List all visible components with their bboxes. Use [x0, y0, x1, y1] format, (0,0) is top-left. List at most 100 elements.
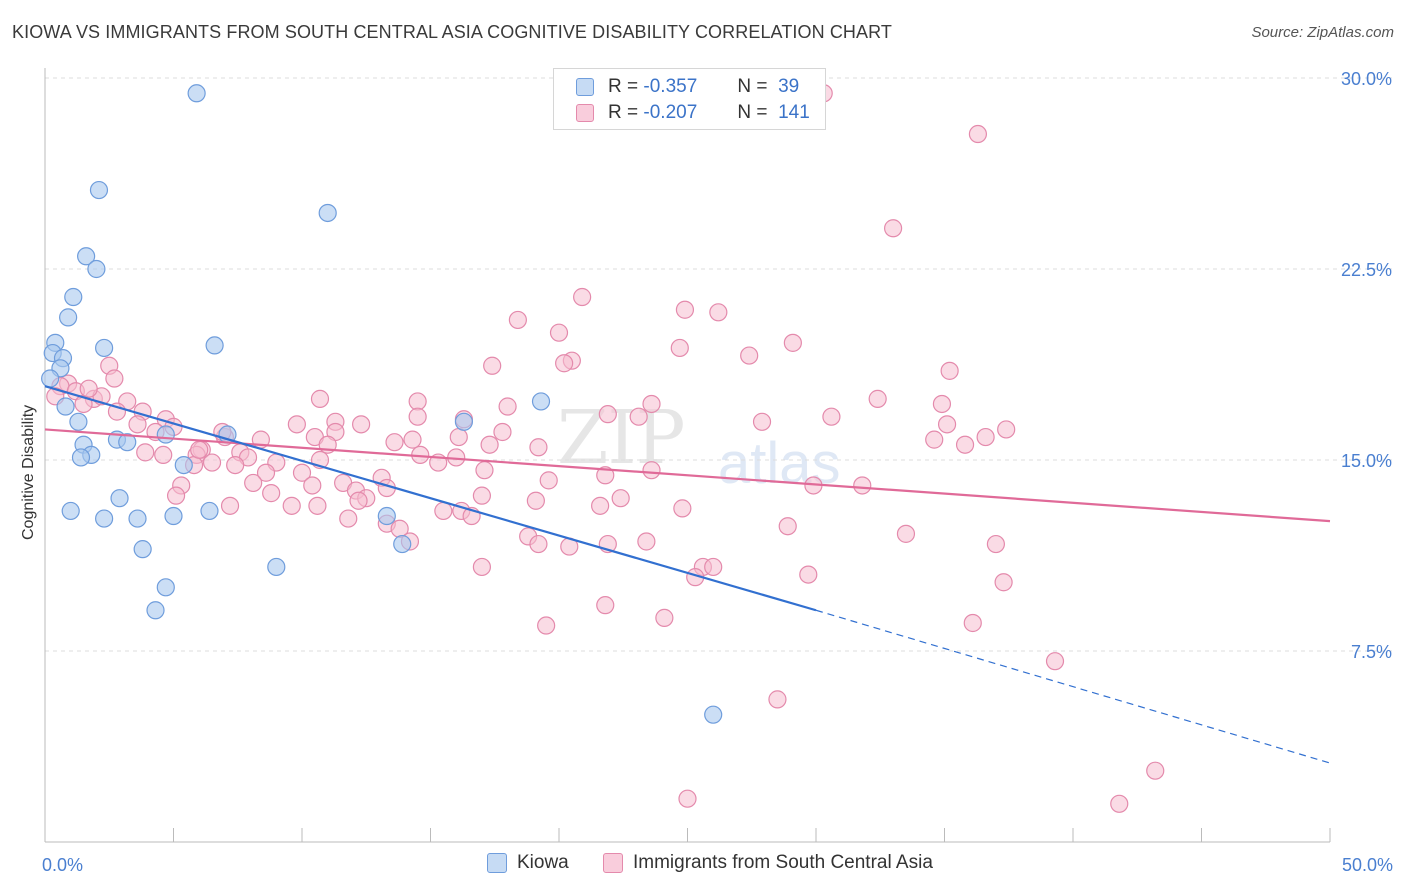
immigrants-point — [310, 389, 330, 408]
kiowa-point — [174, 455, 193, 475]
immigrants-point — [868, 389, 887, 408]
immigrants-point — [940, 361, 959, 380]
immigrants-point — [493, 422, 512, 442]
immigrants-point — [287, 415, 306, 434]
immigrants-point — [475, 461, 494, 480]
kiowa-point — [205, 336, 224, 355]
immigrants-point — [670, 338, 689, 358]
legend-r-value: -0.207 — [643, 102, 698, 123]
immigrants-point — [963, 613, 982, 633]
immigrants-point — [673, 499, 692, 518]
immigrants-point — [202, 453, 222, 472]
immigrants-point — [262, 484, 281, 503]
immigrants-point — [955, 435, 975, 454]
immigrants-point — [498, 397, 517, 416]
immigrants-point — [675, 300, 695, 319]
immigrants-point — [629, 407, 648, 426]
immigrants-point — [220, 496, 240, 515]
immigrants-point — [896, 524, 916, 543]
immigrants-point — [637, 532, 656, 551]
kiowa-point — [267, 557, 286, 577]
kiowa-point — [133, 540, 152, 559]
kiowa-legend-label: Kiowa — [517, 852, 569, 873]
immigrants-point — [968, 124, 988, 144]
kiowa-points — [41, 84, 723, 724]
y-tick-label: 30.0% — [1341, 69, 1392, 89]
kiowa-point — [89, 180, 109, 200]
immigrants-point — [783, 333, 802, 352]
immigrants-point — [1045, 652, 1065, 671]
kiowa-point — [118, 433, 137, 452]
axes — [44, 68, 1331, 843]
immigrants-point — [883, 219, 903, 238]
y-tick-label: 15.0% — [1341, 451, 1392, 471]
immigrants-point — [555, 354, 574, 373]
immigrants-point — [1146, 761, 1165, 780]
kiowa-trend-line — [44, 385, 817, 612]
legend-n-label: N = — [737, 76, 768, 97]
immigrants-point — [303, 476, 322, 495]
immigrants-point — [997, 420, 1016, 439]
immigrants-point — [480, 435, 499, 454]
immigrants-point — [596, 596, 615, 615]
source-label: Source: ZipAtlas.com — [1251, 24, 1394, 41]
kiowa-point — [200, 501, 219, 521]
immigrants-point — [529, 534, 548, 554]
immigrants-point — [932, 394, 952, 414]
kiowa-point — [164, 506, 183, 526]
immigrants-point — [408, 392, 427, 411]
immigrants-point — [385, 433, 404, 452]
kiowa-point — [95, 338, 114, 358]
immigrants-point — [349, 491, 368, 510]
legend-r-label: R = — [608, 76, 639, 97]
legend-n-value: 141 — [778, 102, 810, 123]
immigrants-point — [799, 565, 818, 584]
immigrants-point — [136, 443, 155, 462]
immigrants-point — [105, 369, 124, 388]
kiowa-point — [156, 425, 175, 444]
kiowa-point — [110, 489, 129, 508]
kiowa-point — [146, 601, 165, 620]
kiowa-point — [56, 397, 75, 416]
immigrants-point — [740, 346, 759, 365]
bottom-legend-kiowa: Kiowa — [487, 852, 569, 874]
y-tick-label: 22.5% — [1341, 260, 1392, 280]
immigrants-point — [709, 303, 728, 322]
kiowa-point — [318, 203, 337, 223]
legend-n-label: N = — [737, 102, 768, 123]
immigrants-point — [778, 517, 797, 536]
chart-title: KIOWA VS IMMIGRANTS FROM SOUTH CENTRAL A… — [12, 22, 892, 42]
kiowa-point — [393, 534, 412, 554]
immigrants-point — [704, 557, 723, 577]
legend-row-immigrants: R = -0.207 N = 141 — [576, 101, 810, 125]
kiowa-point — [69, 412, 88, 431]
kiowa-swatch — [576, 78, 594, 96]
kiowa-point — [87, 259, 106, 279]
immigrants-point — [529, 438, 548, 457]
kiowa-point — [377, 506, 396, 526]
immigrants-point — [853, 476, 872, 495]
immigrants-point — [1110, 794, 1129, 813]
kiowa-point — [128, 509, 147, 528]
immigrants-point — [937, 415, 957, 434]
kiowa-point — [41, 369, 60, 388]
immigrants-point — [642, 461, 661, 480]
immigrants-point — [226, 455, 245, 475]
immigrants-point — [678, 789, 697, 808]
kiowa-swatch — [487, 853, 507, 873]
immigrants-point — [449, 427, 468, 447]
legend-row-kiowa: R = -0.357 N = 39 — [576, 75, 799, 99]
immigrants-swatch — [603, 853, 623, 873]
immigrants-point — [403, 430, 422, 449]
immigrants-point — [994, 573, 1013, 592]
immigrants-points — [46, 84, 1165, 813]
immigrants-point — [598, 405, 617, 424]
kiowa-point — [59, 308, 78, 327]
immigrants-point — [642, 394, 661, 414]
immigrants-point — [508, 310, 527, 330]
immigrants-point — [339, 509, 358, 528]
kiowa-point — [454, 412, 474, 431]
legend-n-value: 39 — [778, 76, 800, 97]
immigrants-point — [526, 491, 545, 510]
